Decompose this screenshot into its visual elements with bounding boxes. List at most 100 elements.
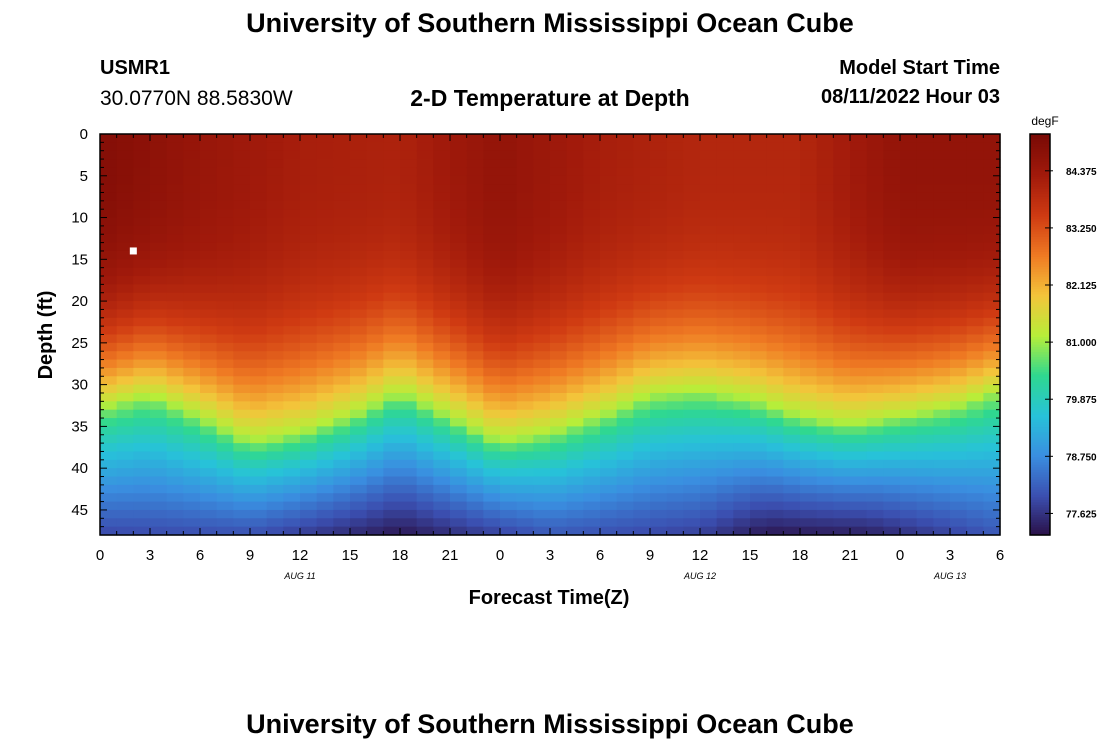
colorbar-segment	[1030, 149, 1050, 153]
colorbar-segment	[1030, 226, 1050, 230]
heatmap-cell	[883, 501, 901, 511]
heatmap-cell	[350, 359, 368, 369]
heatmap-cell	[666, 392, 684, 402]
heatmap-cell	[533, 484, 551, 494]
heatmap-cell	[133, 326, 151, 336]
heatmap-cell	[916, 200, 934, 210]
heatmap-cell	[483, 259, 501, 269]
heatmap-cell	[333, 334, 351, 344]
heatmap-cell	[966, 184, 984, 194]
heatmap-cell	[700, 342, 718, 352]
heatmap-cell	[516, 292, 534, 302]
heatmap-cell	[583, 434, 601, 444]
heatmap-cell	[100, 409, 118, 419]
heatmap-cell	[950, 292, 968, 302]
heatmap-cell	[783, 434, 801, 444]
heatmap-cell	[533, 476, 551, 486]
heatmap-cell	[300, 526, 318, 536]
heatmap-cell	[983, 334, 1001, 344]
heatmap-cell	[216, 468, 234, 478]
heatmap-cell	[133, 142, 151, 152]
heatmap-cell	[666, 309, 684, 319]
heatmap-cell	[316, 242, 334, 252]
heatmap-cell	[533, 367, 551, 377]
heatmap-cell	[883, 443, 901, 453]
heatmap-cell	[100, 443, 118, 453]
heatmap-cell	[133, 259, 151, 269]
heatmap-cell	[933, 234, 951, 244]
heatmap-cell	[800, 526, 818, 536]
heatmap-cell	[983, 192, 1001, 202]
heatmap-cell	[116, 509, 134, 519]
heatmap-cell	[233, 401, 251, 411]
heatmap-cell	[566, 284, 584, 294]
heatmap-cell	[783, 392, 801, 402]
heatmap-cell	[133, 359, 151, 369]
heatmap-cell	[133, 267, 151, 277]
heatmap-cell	[816, 134, 834, 143]
heatmap-cell	[466, 426, 484, 436]
heatmap-cell	[666, 192, 684, 202]
heatmap-cell	[733, 200, 751, 210]
heatmap-cell	[650, 434, 668, 444]
heatmap-cell	[516, 493, 534, 503]
heatmap-cell	[350, 426, 368, 436]
heatmap-cell	[416, 209, 434, 219]
heatmap-cell	[500, 200, 518, 210]
station-id: USMR1	[100, 57, 171, 79]
heatmap-cell	[250, 200, 268, 210]
heatmap-cell	[250, 334, 268, 344]
x-tick-label: 12	[692, 547, 709, 564]
heatmap-cell	[666, 234, 684, 244]
heatmap-cell	[550, 242, 568, 252]
heatmap-cell	[666, 376, 684, 386]
colorbar-segment	[1030, 347, 1050, 351]
heatmap-cell	[133, 184, 151, 194]
heatmap-cell	[266, 418, 284, 427]
heatmap-cell	[100, 200, 118, 210]
heatmap-cell	[350, 150, 368, 160]
heatmap-cell	[283, 359, 301, 369]
heatmap-cell	[333, 267, 351, 277]
heatmap-cell	[700, 276, 718, 285]
heatmap-cell	[500, 309, 518, 319]
heatmap-cell	[616, 292, 634, 302]
colorbar-tick-label: 82.125	[1066, 281, 1097, 292]
heatmap-cell	[466, 242, 484, 252]
heatmap-cell	[566, 518, 584, 528]
colorbar-segment	[1030, 372, 1050, 376]
heatmap-cell	[183, 434, 201, 444]
heatmap-cell	[300, 468, 318, 478]
heatmap-cell	[583, 267, 601, 277]
heatmap-cell	[983, 367, 1001, 377]
heatmap-cell	[500, 351, 518, 361]
colorbar-segment	[1030, 181, 1050, 185]
heatmap-cell	[683, 451, 701, 461]
heatmap-cell	[116, 476, 134, 486]
heatmap-cell	[716, 309, 734, 319]
heatmap-cell	[483, 501, 501, 511]
heatmap-cell	[716, 401, 734, 411]
heatmap-cell	[133, 317, 151, 327]
heatmap-cell	[866, 200, 884, 210]
heatmap-cell	[516, 267, 534, 277]
heatmap-cell	[466, 175, 484, 185]
heatmap-cell	[583, 351, 601, 361]
heatmap-cell	[800, 351, 818, 361]
heatmap-cell	[833, 484, 851, 494]
heatmap-cell	[600, 317, 618, 327]
heatmap-cell	[883, 376, 901, 386]
heatmap-cell	[216, 267, 234, 277]
heatmap-cell	[166, 184, 184, 194]
heatmap-cell	[450, 367, 468, 377]
heatmap-cell	[216, 451, 234, 461]
heatmap-cell	[133, 250, 151, 260]
heatmap-cell	[933, 468, 951, 478]
heatmap-cell	[633, 234, 651, 244]
heatmap-cell	[283, 234, 301, 244]
heatmap-cell	[916, 192, 934, 202]
heatmap-cell	[783, 309, 801, 319]
heatmap-cell	[950, 276, 968, 285]
heatmap-cell	[816, 276, 834, 285]
heatmap-cell	[266, 209, 284, 219]
